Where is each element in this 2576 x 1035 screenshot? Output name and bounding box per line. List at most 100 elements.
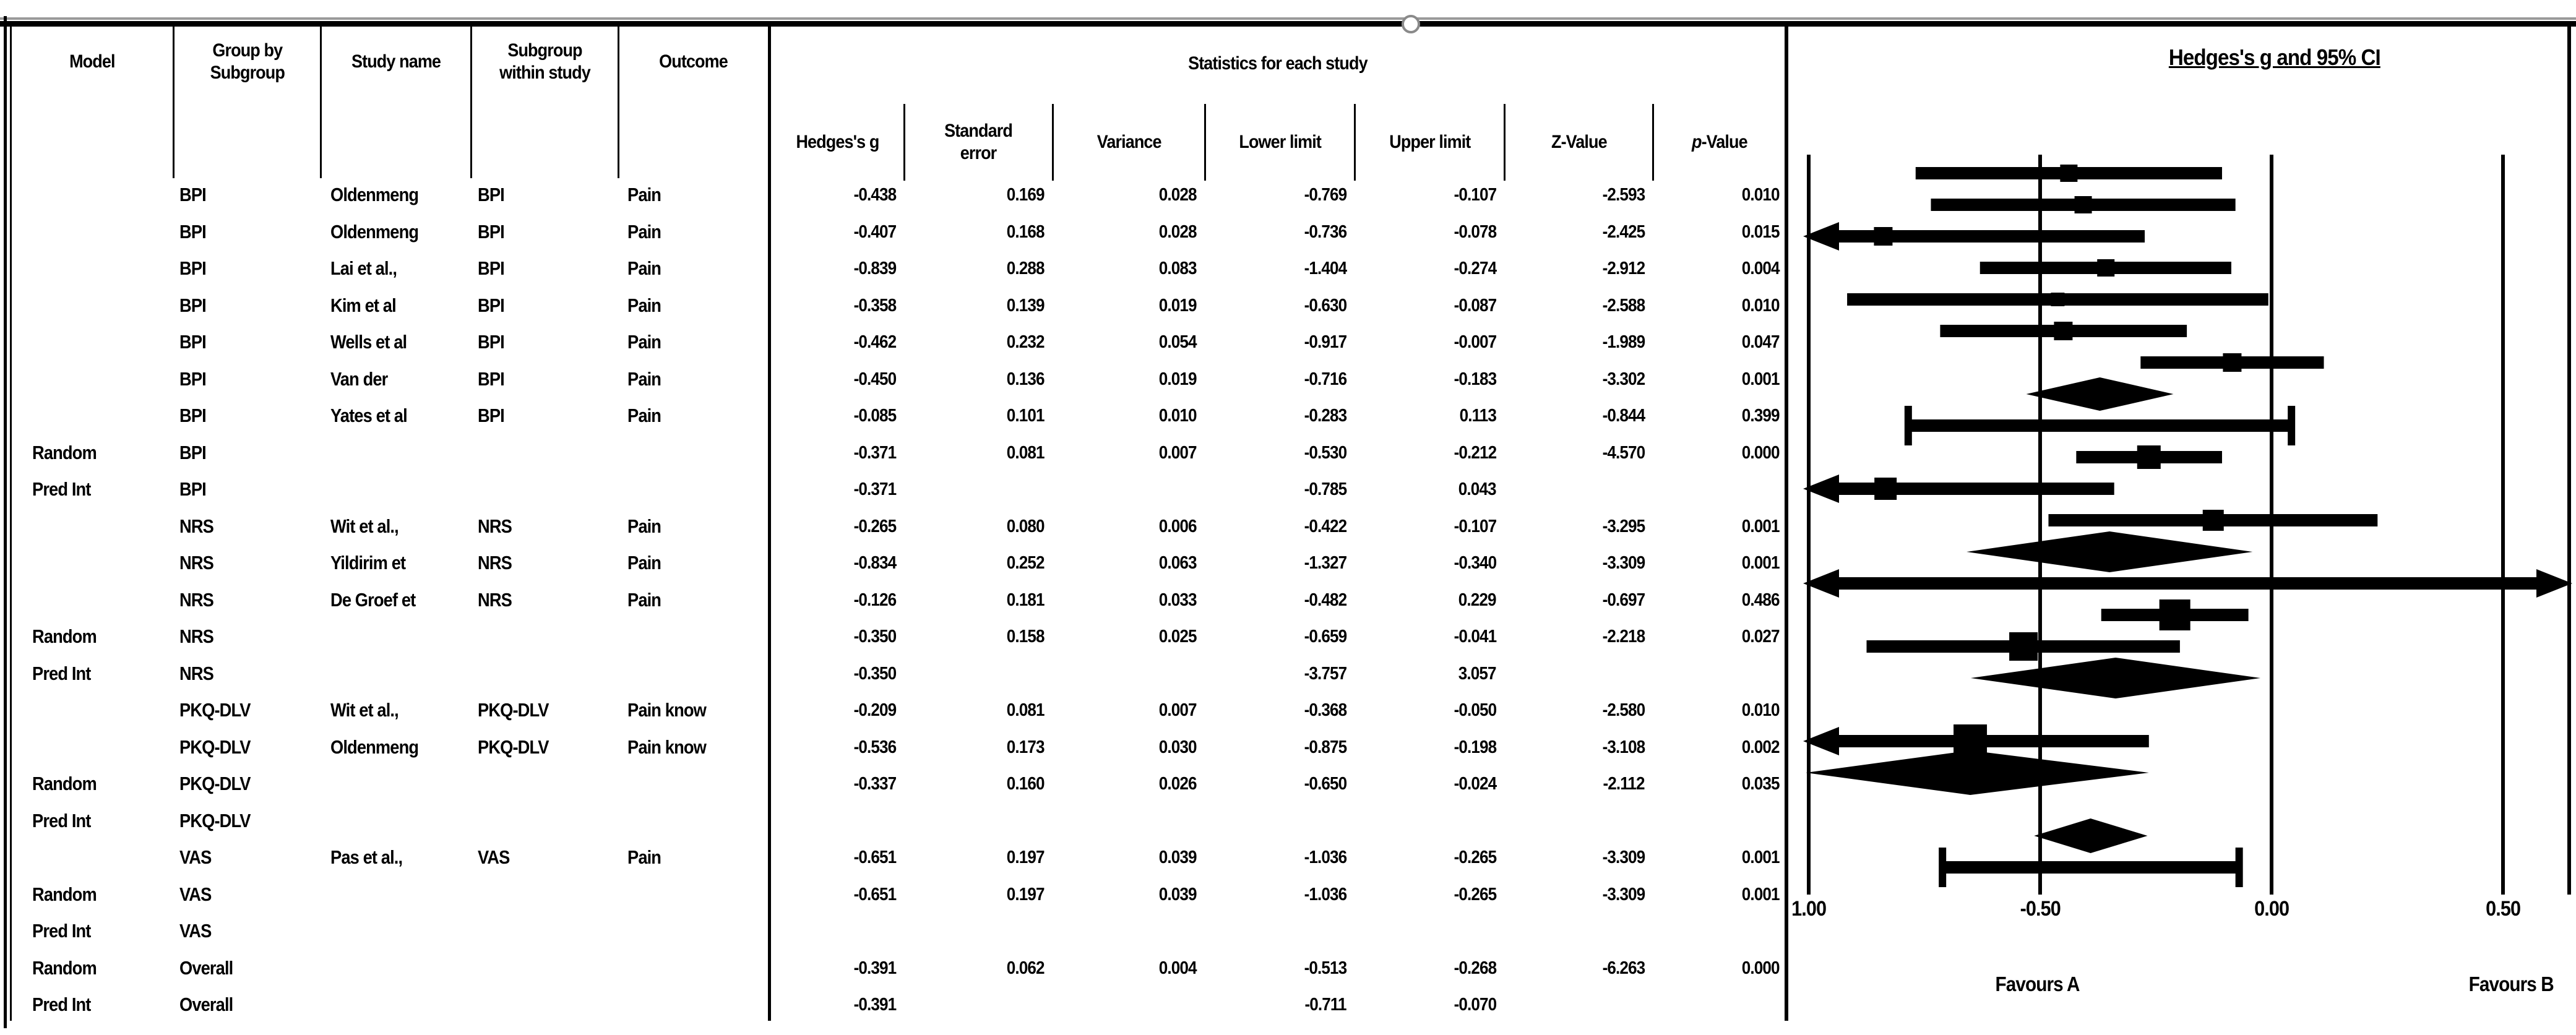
predint-cap-right <box>2288 406 2296 445</box>
row-7-stat-4: 0.113 <box>1459 406 1497 426</box>
row-23-model: Pred Int <box>32 994 91 1015</box>
row-3-outcome: Pain <box>627 257 661 279</box>
row-14-stat-3: -3.757 <box>1304 663 1347 684</box>
ci-bar <box>2140 356 2324 369</box>
row-2-study: Oldenmeng <box>330 220 419 243</box>
top-gray-rule <box>0 17 2576 20</box>
row-13-stat-6: 0.027 <box>1742 627 1780 646</box>
stat-header-variance: Variance <box>1096 132 1162 152</box>
row-23-group: Overall <box>179 994 233 1015</box>
col-header-study: Study name <box>351 51 441 72</box>
row-13-model: Random <box>32 625 97 647</box>
row-9-stat-4: 0.043 <box>1458 479 1497 499</box>
row-2-stat-5: -2.425 <box>1602 221 1645 242</box>
row-7-study: Yates et al <box>330 405 408 426</box>
ci-bar <box>2048 514 2378 526</box>
row-11-stat-3: -1.327 <box>1304 553 1347 573</box>
row-7-stat-6: 0.399 <box>1742 406 1780 426</box>
clip-arrow-left-icon <box>1803 475 1839 503</box>
col-header-group: Group by Subgroup <box>210 40 285 83</box>
row-7-stat-5: -0.844 <box>1602 406 1645 426</box>
ci-bar <box>1832 735 2149 747</box>
row-12-stat-6: 0.486 <box>1742 590 1780 610</box>
row-13-group: NRS <box>179 625 214 647</box>
row-15-outcome: Pain know <box>627 699 707 721</box>
row-16-stat-5: -3.108 <box>1602 737 1645 757</box>
row-7-subgroup: BPI <box>478 405 505 426</box>
row-7-stat-0: -0.085 <box>853 406 897 426</box>
row-4-stat-0: -0.358 <box>853 295 897 316</box>
row-13-stat-2: 0.025 <box>1159 627 1197 646</box>
row-11-study: Yildirim et <box>330 552 406 573</box>
row-3-stat-3: -1.404 <box>1304 259 1347 278</box>
ci-bar <box>1832 230 2145 243</box>
x-tick-label-3: 0.50 <box>2486 897 2521 921</box>
row-8-stat-2: 0.007 <box>1159 442 1197 463</box>
mean-square <box>2137 445 2161 469</box>
row-5-group: BPI <box>179 331 207 353</box>
row-12-study: De Groef et <box>330 588 416 611</box>
row-2-stat-0: -0.407 <box>853 221 897 242</box>
row-22-stat-2: 0.004 <box>1159 958 1197 978</box>
row-16-study: Oldenmeng <box>330 736 419 758</box>
row-2-group: BPI <box>179 220 207 243</box>
row-6-subgroup: BPI <box>478 367 505 390</box>
row-15-stat-4: -0.050 <box>1454 700 1497 720</box>
row-22-stat-6: 0.000 <box>1742 958 1780 978</box>
row-17-stat-4: -0.024 <box>1454 774 1497 794</box>
mean-square <box>1874 227 1893 246</box>
row-2-stat-2: 0.028 <box>1159 221 1197 242</box>
row-3-subgroup: BPI <box>478 257 505 279</box>
prediction-interval-line <box>1908 419 2292 432</box>
row-3-group: BPI <box>179 257 207 279</box>
mean-square <box>2202 510 2224 531</box>
x-tick-label-1: -0.50 <box>2020 897 2061 921</box>
row-5-stat-4: -0.007 <box>1454 332 1497 352</box>
row-1-subgroup: BPI <box>478 184 505 205</box>
row-2-stat-3: -0.736 <box>1304 221 1347 242</box>
row-13-stat-1: 0.158 <box>1007 627 1045 646</box>
row-4-study: Kim et al <box>330 294 397 316</box>
row-7-stat-3: -0.283 <box>1304 406 1347 426</box>
row-20-model: Random <box>32 883 97 905</box>
axis-gridline <box>2501 155 2505 895</box>
row-12-outcome: Pain <box>627 588 661 611</box>
ci-bar <box>1940 325 2187 337</box>
row-2-stat-4: -0.078 <box>1454 221 1497 242</box>
row-5-subgroup: BPI <box>478 331 505 353</box>
row-5-outcome: Pain <box>627 331 661 353</box>
row-20-stat-6: 0.001 <box>1742 884 1780 904</box>
row-22-stat-0: -0.391 <box>853 958 897 978</box>
row-2-stat-1: 0.168 <box>1007 221 1045 242</box>
row-19-stat-2: 0.039 <box>1159 848 1197 867</box>
ci-bar <box>1979 262 2231 274</box>
row-5-stat-2: 0.054 <box>1159 332 1197 352</box>
row-10-study: Wit et al., <box>330 515 399 537</box>
row-7-outcome: Pain <box>627 405 661 426</box>
row-4-subgroup: BPI <box>478 294 505 316</box>
row-10-stat-2: 0.006 <box>1159 516 1197 536</box>
row-4-group: BPI <box>179 294 207 316</box>
row-15-stat-0: -0.209 <box>853 700 897 720</box>
row-22-stat-1: 0.062 <box>1007 958 1045 978</box>
row-6-stat-1: 0.136 <box>1007 369 1045 389</box>
axis-gridline <box>2270 155 2273 895</box>
row-14-stat-0: -0.350 <box>853 663 897 684</box>
row-8-stat-4: -0.212 <box>1454 442 1497 463</box>
row-12-stat-3: -0.482 <box>1304 590 1347 610</box>
drag-handle-icon[interactable] <box>1402 15 1420 33</box>
row-12-stat-5: -0.697 <box>1602 590 1645 610</box>
row-6-stat-6: 0.001 <box>1742 369 1780 389</box>
mean-square <box>2074 196 2092 213</box>
row-9-model: Pred Int <box>32 478 91 500</box>
mean-square <box>1874 478 1897 500</box>
col-sep-3 <box>470 26 472 178</box>
row-19-outcome: Pain <box>627 846 661 868</box>
row-15-stat-3: -0.368 <box>1304 700 1347 720</box>
ci-bar <box>1832 483 2114 495</box>
row-16-stat-0: -0.536 <box>853 737 897 757</box>
stat-sep-2 <box>1052 104 1054 181</box>
col-sep-2 <box>320 26 322 178</box>
row-20-stat-2: 0.039 <box>1159 884 1197 904</box>
row-8-model: Random <box>32 441 97 463</box>
